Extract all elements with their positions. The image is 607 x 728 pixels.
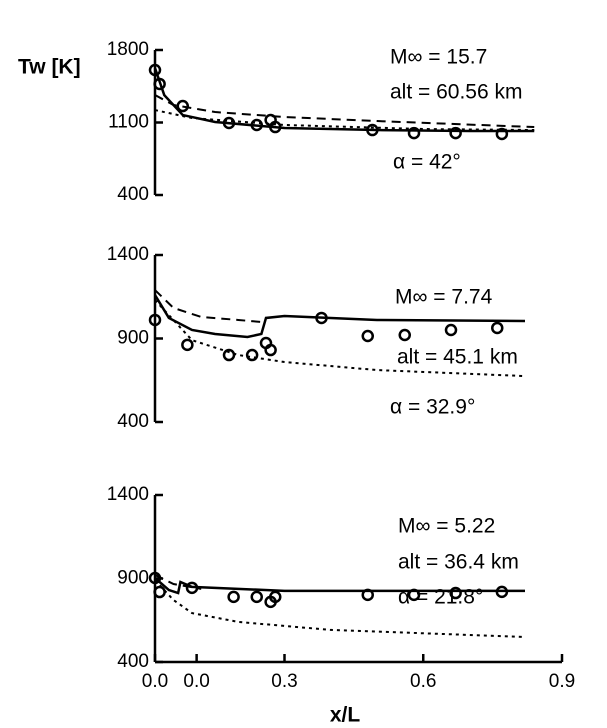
- data-point: [407, 588, 421, 602]
- data-point: [366, 123, 379, 137]
- annotation: M∞ = 7.74: [395, 286, 493, 309]
- x-tick-label: 0.0: [142, 671, 168, 692]
- data-point: [227, 590, 240, 604]
- x-tick-label: 0.6: [410, 671, 436, 692]
- data-point: [269, 120, 282, 134]
- data-point: [176, 99, 189, 113]
- data-point: [495, 585, 509, 599]
- data-point: [153, 585, 166, 599]
- line-solid: [153, 67, 535, 133]
- x-tick-label: 0.3: [271, 671, 297, 692]
- line-solid: [153, 294, 526, 339]
- y-tick-label: 1100: [108, 112, 149, 133]
- data-point: [315, 311, 328, 325]
- data-point: [250, 590, 263, 604]
- data-point: [185, 581, 199, 595]
- y-axis-label: Tw [K]: [18, 56, 81, 79]
- data-point: [449, 586, 462, 600]
- y-tick-label: 1400: [107, 244, 149, 265]
- data-point: [495, 127, 509, 141]
- data-point: [361, 588, 374, 602]
- annotation: α = 42°: [393, 151, 461, 174]
- data-point: [491, 321, 504, 335]
- data-point: [148, 63, 162, 77]
- x-tick-label: 0.9: [549, 671, 575, 692]
- data-point: [269, 590, 282, 604]
- data-point: [222, 116, 236, 130]
- y-tick-label: 400: [117, 411, 149, 432]
- data-point: [361, 329, 374, 343]
- data-point: [148, 313, 162, 327]
- line-dotted: [154, 109, 535, 132]
- y-tick-label: 1400: [107, 484, 149, 505]
- data-point: [222, 348, 236, 362]
- y-tick-label: 400: [117, 184, 149, 205]
- x-axis-label: x/L: [330, 704, 361, 727]
- data-point: [449, 126, 462, 140]
- annotation: α = 32.9°: [390, 396, 475, 419]
- data-point: [250, 118, 263, 132]
- data-point: [444, 323, 458, 337]
- line-dashed: [154, 94, 535, 129]
- annotation: M∞ = 5.22: [398, 515, 495, 538]
- line-dashed: [154, 289, 262, 323]
- y-tick-label: 400: [117, 651, 149, 672]
- data-point: [264, 343, 277, 357]
- data-point: [398, 328, 411, 342]
- annotation: M∞ = 15.7: [390, 46, 487, 69]
- annotation: alt = 36.4 km: [398, 551, 519, 574]
- line-dotted: [154, 299, 526, 378]
- data-point: [181, 338, 194, 352]
- annotation: alt = 45.1 km: [397, 346, 518, 369]
- y-tick-label: 900: [117, 328, 149, 349]
- x-tick-label: 0.0: [183, 671, 209, 692]
- data-point: [153, 77, 166, 91]
- data-point: [245, 348, 259, 362]
- y-tick-label: 1800: [107, 39, 149, 60]
- y-tick-label: 900: [117, 568, 149, 589]
- data-point: [407, 126, 421, 140]
- annotation: alt = 60.56 km: [390, 81, 523, 104]
- line-dotted: [154, 579, 526, 638]
- data-point: [148, 571, 162, 585]
- line-solid: [154, 577, 525, 595]
